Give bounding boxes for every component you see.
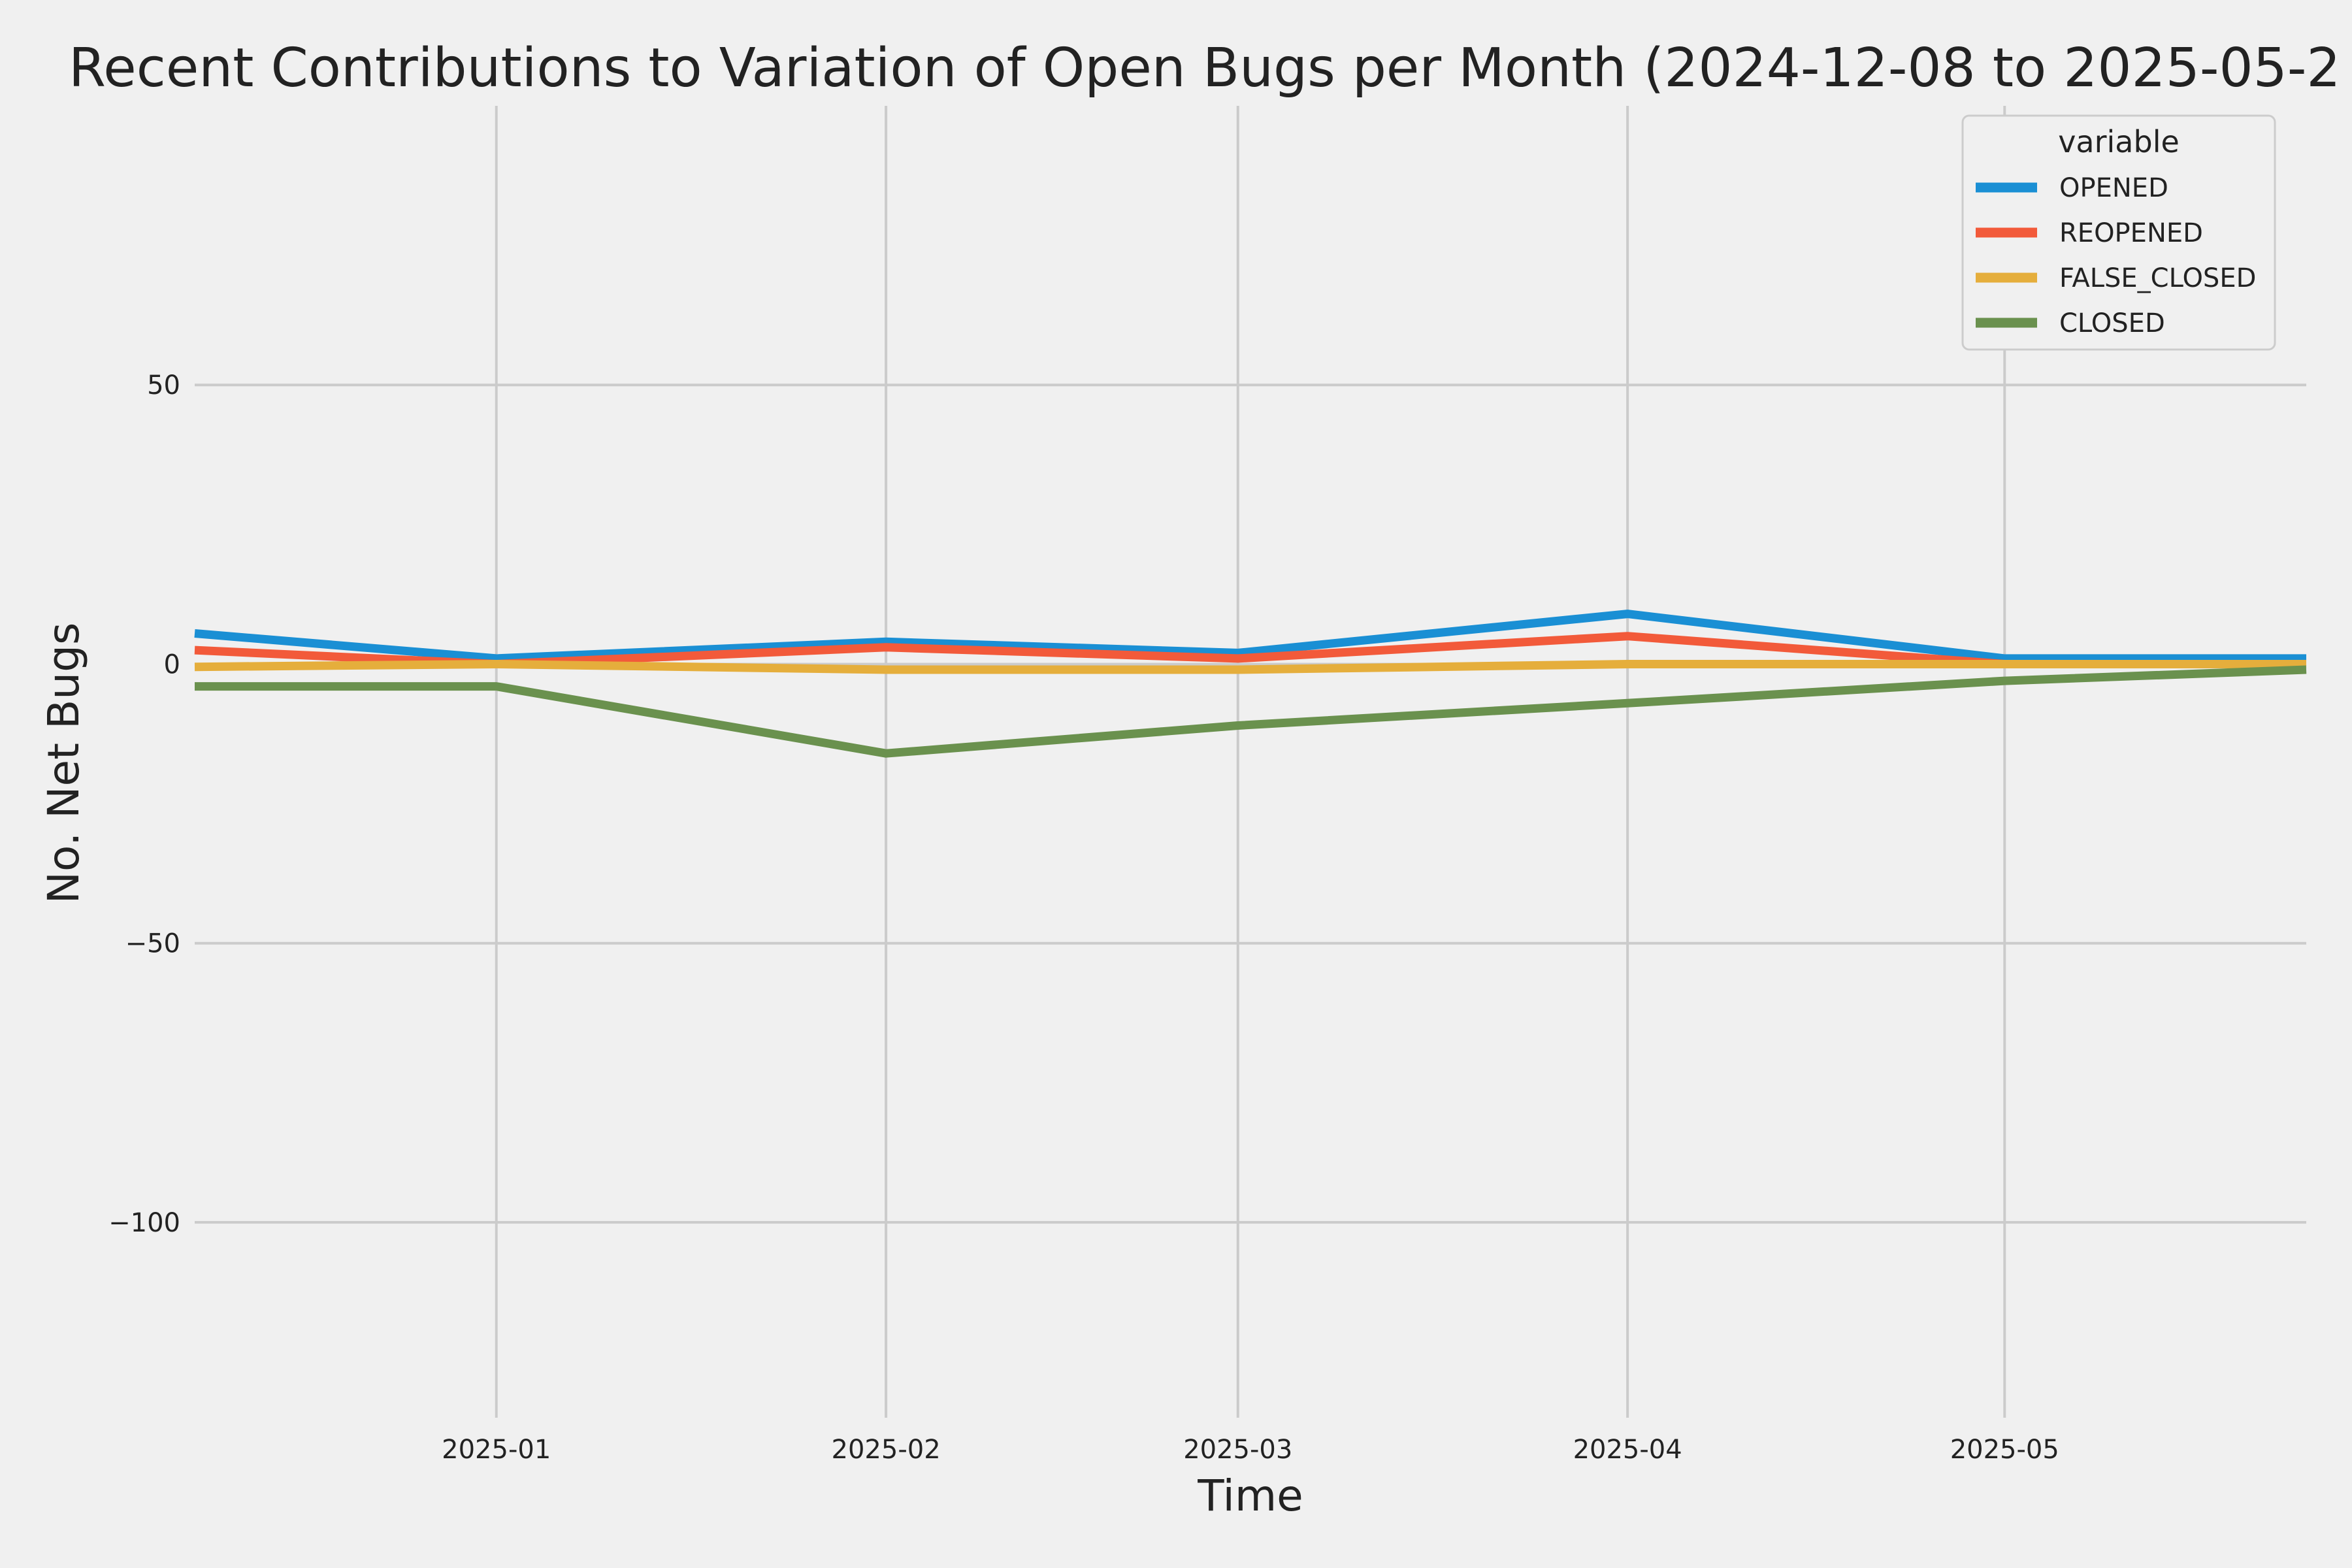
y-tick-label: 0 <box>164 649 180 679</box>
x-tick-label: 2025-03 <box>1183 1435 1292 1465</box>
y-axis-label: No. Net Bugs <box>39 623 89 904</box>
x-axis-label: Time <box>1197 1471 1303 1521</box>
y-tick-label: 50 <box>147 370 180 400</box>
series-line-opened <box>194 610 2306 663</box>
legend-box <box>1961 114 2276 351</box>
y-tick-label: −100 <box>108 1208 180 1238</box>
chart-title: Recent Contributions to Variation of Ope… <box>69 37 2341 99</box>
series-lines <box>194 610 2307 758</box>
series-line-false-closed <box>194 660 2306 674</box>
legend-label: OPENED <box>2059 173 2168 203</box>
legend-title: variable <box>2058 124 2180 159</box>
tick-labels: 50 0 −50 −100 2025-01 2025-02 2025-03 2025-04 20… <box>108 370 2059 1465</box>
x-tick-label: 2025-02 <box>832 1435 941 1465</box>
legend-label: CLOSED <box>2059 308 2165 338</box>
legend-entries: OPENED REOPENED FALSE_CLOSED CLOSED <box>1976 173 2256 338</box>
x-tick-label: 2025-04 <box>1573 1435 1682 1465</box>
y-tick-label: −50 <box>125 929 180 959</box>
x-tick-label: 2025-01 <box>442 1435 551 1465</box>
legend: variable OPENED REOPENED FALSE_CLOSED CLOSE… <box>1961 114 2276 351</box>
legend-label: FALSE_CLOSED <box>2059 263 2256 293</box>
legend-label: REOPENED <box>2059 218 2203 248</box>
x-tick-label: 2025-05 <box>1950 1435 2059 1465</box>
series-line-closed <box>195 665 2307 758</box>
